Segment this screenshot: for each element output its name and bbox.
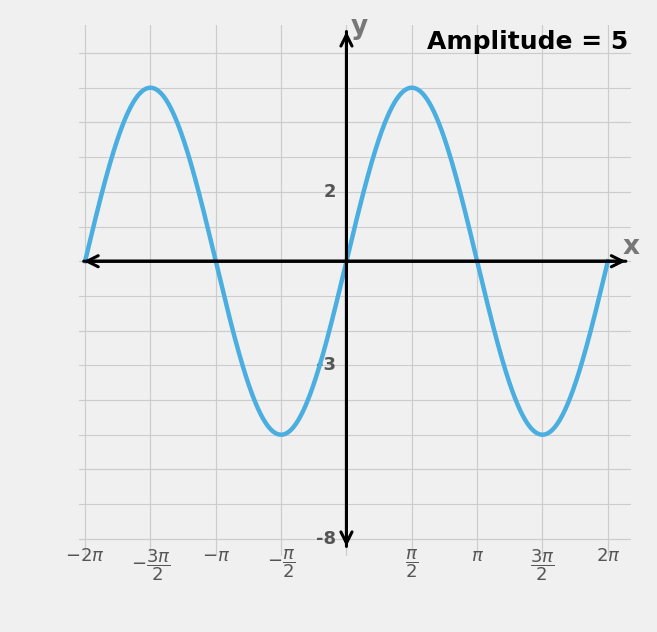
Text: $-\dfrac{\pi}{2}$: $-\dfrac{\pi}{2}$ [267, 547, 296, 580]
Text: $-\dfrac{3\pi}{2}$: $-\dfrac{3\pi}{2}$ [131, 547, 170, 583]
Text: y: y [351, 14, 369, 40]
Text: $-\pi$: $-\pi$ [202, 547, 230, 566]
Text: $-2\pi$: $-2\pi$ [65, 547, 105, 566]
Text: -8: -8 [316, 530, 336, 548]
Text: $2\pi$: $2\pi$ [596, 547, 620, 566]
Text: x: x [622, 234, 639, 260]
Text: $\dfrac{3\pi}{2}$: $\dfrac{3\pi}{2}$ [530, 547, 555, 583]
Text: -3: -3 [316, 356, 336, 374]
Text: $\pi$: $\pi$ [470, 547, 484, 566]
Text: $\dfrac{\pi}{2}$: $\dfrac{\pi}{2}$ [405, 547, 419, 580]
Text: 2: 2 [323, 183, 336, 201]
Text: Amplitude = 5: Amplitude = 5 [428, 30, 629, 54]
